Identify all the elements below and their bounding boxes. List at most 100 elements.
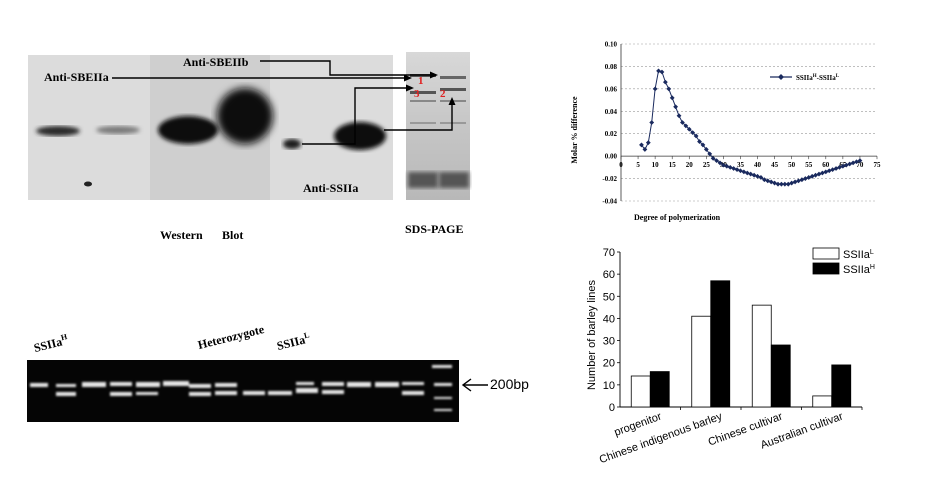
legend-label-ssiia-l: SSIIaL: [843, 249, 874, 261]
line-point: [857, 158, 863, 164]
bar-ytick-label: 50: [603, 291, 615, 303]
line-xtick-label: 25: [703, 161, 711, 169]
bar-ssiia-l: [812, 395, 833, 408]
line-point: [639, 142, 644, 148]
line-point: [700, 142, 706, 148]
line-point: [710, 155, 716, 161]
line-chart-legend: SSIIaH-SSIIaL: [770, 74, 840, 82]
bar-chart-ylabel: Number of barley lines: [586, 279, 598, 390]
line-point: [683, 123, 689, 129]
gel-band: [440, 76, 466, 79]
blot-band: [334, 122, 386, 150]
line-point: [707, 151, 713, 157]
line-point: [693, 133, 699, 139]
line-ytick-label: 0.00: [605, 153, 618, 161]
line-point: [659, 69, 665, 75]
line-xtick-label: 10: [652, 161, 660, 169]
line-point: [755, 173, 760, 179]
gel-band: [410, 122, 436, 124]
line-xtick-label: 15: [669, 161, 677, 169]
line-xtick-label: 75: [874, 161, 882, 169]
caption-sds-page: SDS-PAGE: [405, 222, 464, 236]
line-ytick-label: 0.10: [605, 41, 618, 49]
line-chart-panel: -0.04 -0.02 0.00 0.02 0.04 0.06 0.08 0.10 0 5 10 15…: [560, 30, 900, 230]
line-point: [741, 169, 747, 175]
line-point: [738, 168, 743, 174]
line-point: [765, 178, 771, 184]
gel-bands: [30, 365, 452, 411]
line-xtick-label: 20: [686, 161, 694, 169]
line-xtick-label: 60: [822, 161, 830, 169]
line-ytick-label: 0.08: [605, 63, 618, 71]
band-number-1: 1: [418, 75, 424, 87]
arrow-left-icon: [461, 378, 488, 392]
anti-ssiia-label: Anti-SSIIa: [303, 181, 359, 195]
line-xtick-label: 40: [754, 161, 762, 169]
bar-ssiia-l: [691, 315, 712, 408]
line-point: [714, 158, 719, 164]
line-point: [748, 171, 754, 177]
bar-ssiia-h: [831, 364, 852, 408]
line-ytick-label: 0.02: [605, 130, 618, 138]
line-point: [703, 147, 709, 152]
bar-ytick-label: 20: [603, 358, 615, 370]
line-point: [686, 126, 692, 132]
bar-ytick-label: 60: [603, 269, 615, 281]
line-point: [652, 86, 658, 92]
line-point: [761, 177, 767, 183]
western-blot-image: 1 2 3: [28, 52, 470, 200]
pcr-gel-image: [27, 360, 459, 422]
line-point: [734, 167, 740, 172]
annotation-arrows: [112, 60, 456, 145]
gel-band: [439, 172, 469, 188]
gel-band: [410, 91, 436, 94]
line-xtick-label: 55: [805, 161, 813, 169]
pcr-gel-panel: SSIIaH Heterozygote SSIIaL: [0, 300, 560, 430]
bar-ssiia-h: [770, 344, 791, 408]
bar-ssiia-h: [710, 280, 731, 408]
gel-band: [410, 100, 436, 102]
bar-chart-panel: 0 10 20 30 40 50 60 70 progenitor Chinese indige…: [560, 240, 927, 476]
bar-ytick-label: 40: [603, 313, 615, 325]
line-point: [662, 79, 668, 85]
line-xtick-label: 5: [636, 161, 640, 169]
line-point: [649, 120, 655, 125]
blot-band: [158, 116, 218, 144]
line-point: [642, 147, 648, 152]
line-point: [666, 86, 672, 92]
line-xtick-label: 35: [737, 161, 745, 169]
line-point: [690, 130, 696, 135]
line-point: [697, 139, 702, 144]
legend-label-ssiia-h: SSIIaH: [843, 264, 875, 276]
line-xtick-label: 0: [619, 161, 623, 169]
western-blot-panel: 1 2 3 Anti-SBEIIa Anti-SBEIIb Anti-SSIIa…: [0, 0, 480, 250]
caption-western: Western: [160, 228, 203, 242]
line-ytick-label: -0.02: [602, 175, 617, 183]
line-ytick-label: -0.04: [602, 198, 617, 206]
line-point: [676, 113, 682, 119]
line-chart-ylabel: Molar % difference: [570, 96, 579, 164]
blot-band: [283, 139, 301, 149]
bar-ssiia-l: [751, 304, 772, 408]
bar-ssiia-h: [649, 371, 670, 408]
blot-band: [217, 88, 273, 144]
legend-swatch-ssiia-l: [812, 247, 840, 260]
bar-ytick-label: 70: [603, 247, 615, 259]
gel-band: [440, 88, 466, 91]
line-legend-label: SSIIaH-SSIIaL: [796, 74, 840, 82]
bar-chart-legend: SSIIaL SSIIaH: [812, 247, 875, 276]
blot-speck: [84, 181, 92, 187]
line-point: [854, 159, 859, 165]
marker-200bp-label: 200bp: [490, 376, 529, 392]
line-chart-xlabel: Degree of polymerization: [634, 213, 721, 222]
line-xtick-label: 50: [788, 161, 796, 169]
legend-swatch-ssiia-h: [812, 262, 840, 275]
line-point: [717, 160, 723, 166]
line-xtick-label: 70: [856, 161, 864, 169]
line-point: [751, 172, 757, 178]
line-point: [782, 181, 788, 187]
line-point: [775, 181, 781, 187]
bar-ytick-label: 0: [609, 402, 615, 414]
line-point: [680, 120, 685, 125]
